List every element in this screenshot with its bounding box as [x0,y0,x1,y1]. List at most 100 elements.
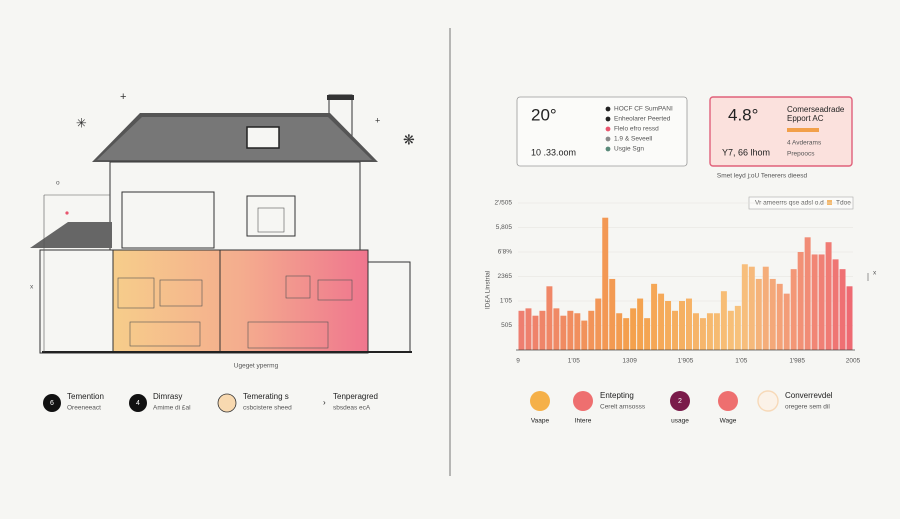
y-tick-label: 2365 [498,273,513,280]
x-tick-label: 1'05 [735,358,747,365]
legend-swatch [573,391,593,411]
item-text: Enheolarer Peerted [614,116,671,123]
bar [839,269,846,350]
bar [665,301,672,350]
bar [588,310,595,350]
item-dot [605,106,611,112]
legend-swatch [530,391,550,411]
bar [727,310,734,350]
legend-text: csbcistere sheed [243,405,292,412]
legend-label: Vaape [531,418,550,425]
bar [734,305,741,350]
bar [720,291,727,350]
bar [846,286,853,350]
bar [574,313,581,350]
legend-title: Temention [67,392,104,401]
house-legend: 6 Temention Oreeneeact 4 Dimrasy Amime d… [43,392,378,413]
y-tick-label: 5,805 [496,224,513,231]
sparkle: ❋ [403,132,415,148]
x-tick-label: 1'05 [568,358,580,365]
bar [609,278,616,350]
bar [769,278,776,350]
item-text: Usgie Sgn [614,146,644,153]
card-text: Epport AC [787,114,824,123]
legend-label: Wage [720,418,737,425]
side-mark: x [873,270,877,277]
bar [741,264,748,350]
card-items: HOCF CF SumPANI Enheolarer Peerted Flelo e… [605,106,673,153]
bar [818,254,825,350]
x-tick-label: 9 [516,358,520,365]
bar [623,318,630,350]
y-axis-title: ID£A Linstrial [485,270,492,309]
legend-icon-text: 2 [678,398,682,405]
bar [692,313,699,350]
legend-label: usage [671,418,689,425]
y-tick-label: 505 [501,322,512,329]
bar [637,298,644,350]
legend-title: Entepting [600,391,634,400]
y-tick-label: 6'8% [498,249,512,256]
bar [525,308,532,350]
legend-title: Tenperagred [333,392,378,401]
bar [811,254,818,350]
bar [595,298,602,350]
legend-title: Temerating s [243,392,289,401]
bar [804,237,811,350]
bar [832,259,839,350]
item-dot [605,116,611,122]
item-dot [605,136,611,142]
legend-title: Converrevdel [785,391,833,400]
y-tick-label: 1'05 [500,298,512,305]
card-value: 20° [531,105,557,124]
house-illustration: + ✳ + ❋ o x Ugeget ypermg [30,91,415,370]
bar [672,310,679,350]
x-tick-label: 1309 [622,358,637,365]
legend-text: Amime di £al [153,405,191,412]
card: 4.8° Y7, 66 lhom Comerseadrade Epport AC… [709,96,853,167]
legend-icon [217,393,237,413]
bar [755,278,762,350]
house-caption: Ugeget ypermg [234,363,279,370]
card-sub: 10 .33.oom [531,147,576,157]
bar [630,308,637,350]
bar [825,242,832,350]
legend-icon [129,394,147,412]
bar [553,308,560,350]
bar [518,310,525,350]
card-sub: Y7, 66 lhom [722,147,770,157]
bar [658,293,665,350]
card-text: 4 Avderams [787,140,822,147]
item-dot [605,126,611,132]
chart-legend: Vaape Ihtere Entepting Cerelt arnsosss 2 usag… [530,390,833,425]
bar [644,318,651,350]
sparkle: ✳ [76,115,87,130]
bar [567,310,574,350]
legend-text: Cerelt arnsosss [600,404,646,411]
legend-icon-text: › [323,398,326,407]
legend-label: Ihtere [575,418,592,425]
item-dot [605,146,611,152]
bar [762,266,769,350]
item-text: Flelo efro ressd [614,126,659,133]
svg-text:x: x [30,284,34,291]
card-value: 4.8° [728,105,758,124]
item-text: HOCF CF SumPANI [614,106,673,113]
legend-icon-text: 4 [136,400,140,407]
bar [560,315,567,350]
bar [713,313,720,350]
legend-text: sbsdeas ecA [333,405,371,412]
bar [748,266,755,350]
bar [616,313,623,350]
svg-text:o: o [56,180,60,187]
bar [602,217,609,350]
legend-icon [43,394,61,412]
item-text: 1.9 & Seveell [614,136,653,143]
x-tick-label: 2005 [846,358,861,365]
legend-text: oregere sem dil [785,404,830,411]
card-text: Prepoocs [787,151,815,158]
bar-chart: Vr ameerrs qse adsl o.d Tdoe ID£A Linstr… [485,196,877,365]
chart-note: Smet leyd j;oU Tenerers dieesd [717,173,808,180]
